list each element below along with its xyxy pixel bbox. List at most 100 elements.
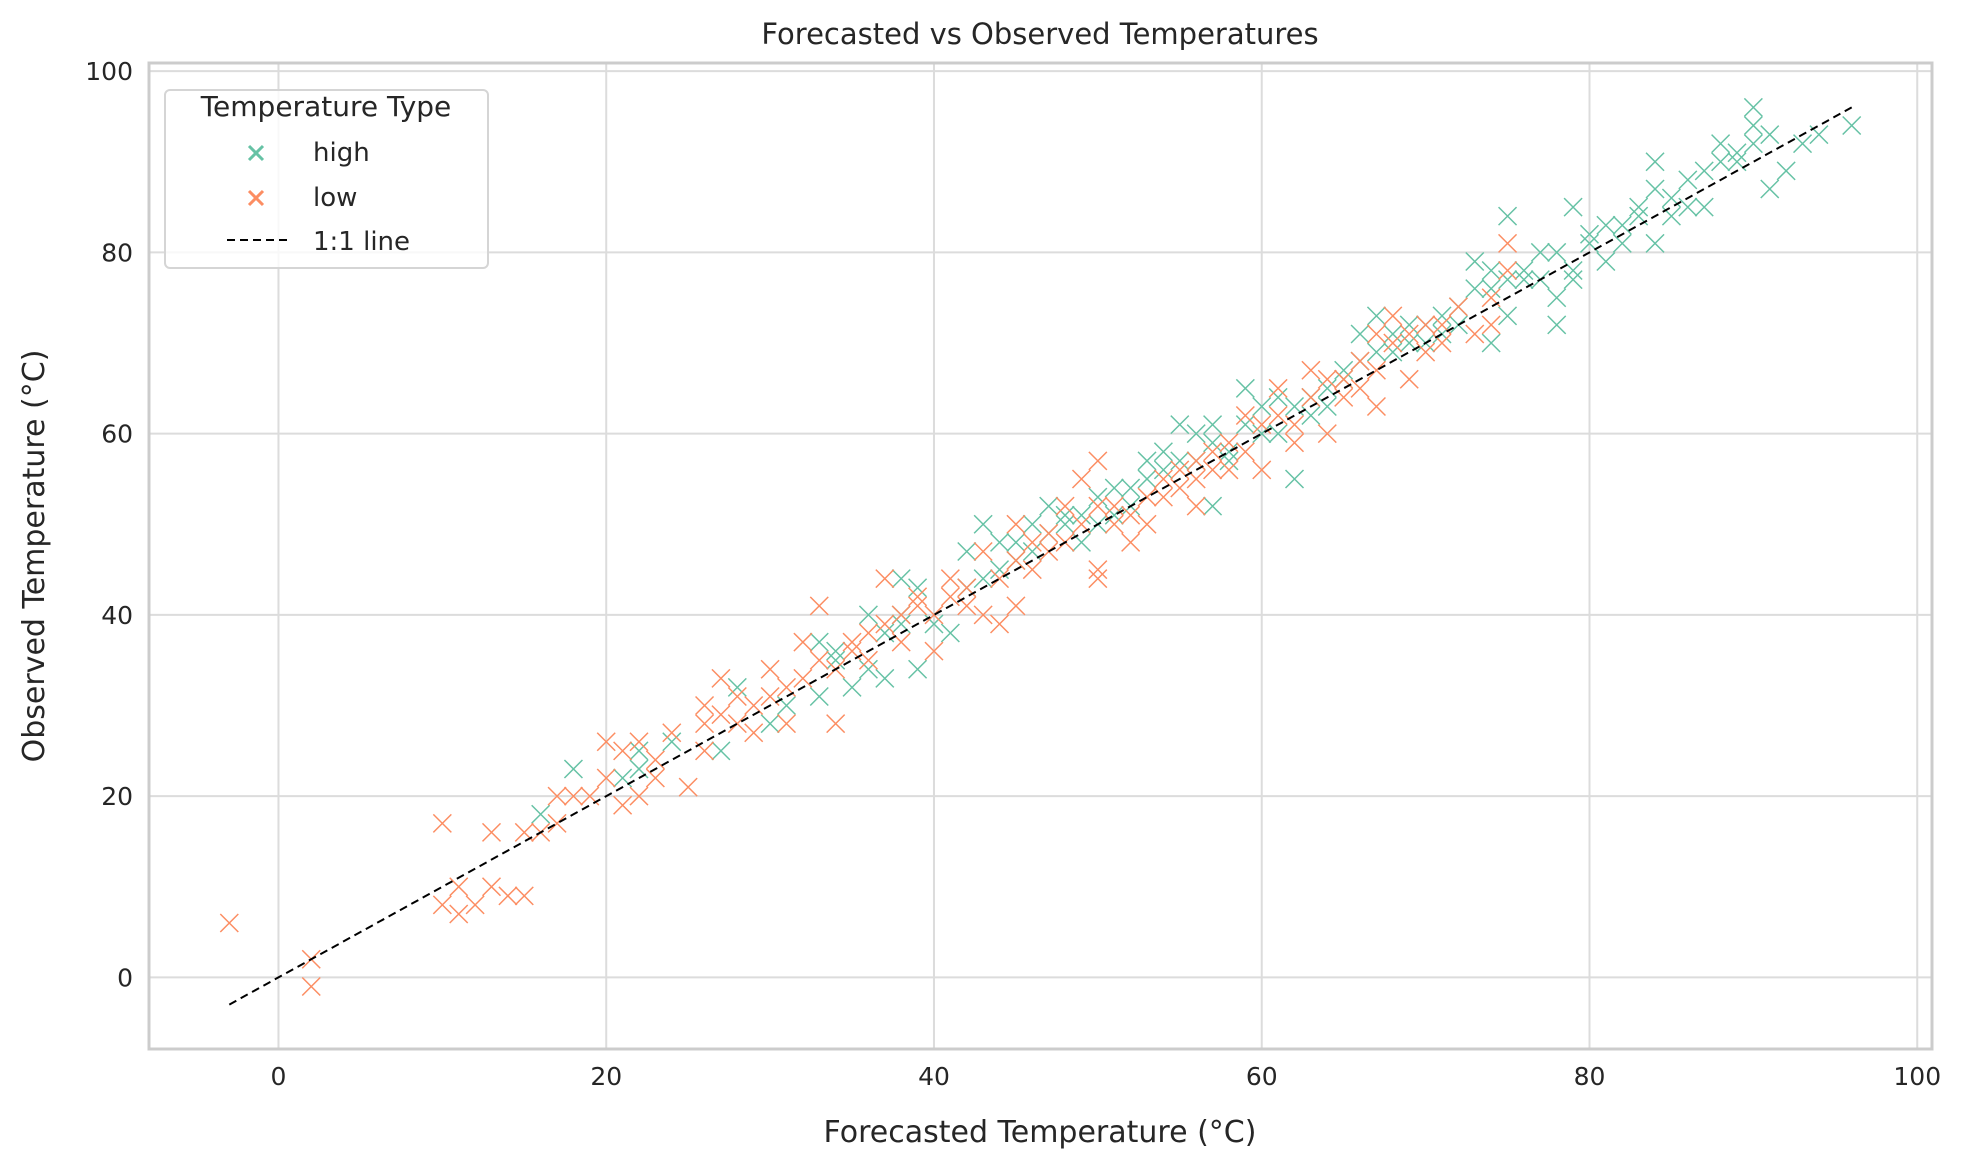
point-high	[1383, 324, 1403, 344]
point-high	[809, 632, 829, 652]
point-high	[875, 668, 895, 688]
point-high	[1121, 478, 1141, 498]
point-low	[481, 822, 502, 842]
point-high	[1743, 116, 1763, 136]
point-high	[1137, 451, 1157, 471]
point-high	[1219, 442, 1239, 462]
point-high	[1776, 161, 1796, 181]
point-low	[432, 895, 452, 915]
point-high	[1743, 134, 1763, 154]
point-high	[1350, 324, 1370, 344]
legend-title: Temperature Type	[200, 90, 452, 123]
x-tick-label: 100	[1893, 1062, 1941, 1091]
point-high	[1547, 315, 1567, 335]
point-low	[711, 668, 731, 688]
point-low	[1088, 496, 1108, 516]
point-high	[1694, 197, 1714, 217]
point-high	[957, 541, 977, 561]
point-high	[1153, 442, 1173, 462]
point-low	[1498, 261, 1518, 281]
point-low	[1416, 342, 1436, 362]
point-low	[826, 714, 846, 734]
point-low	[1022, 532, 1042, 552]
point-high	[1366, 306, 1386, 326]
point-low	[1203, 442, 1223, 462]
point-high	[1317, 396, 1337, 416]
point-low	[842, 632, 862, 652]
point-low	[793, 668, 813, 688]
point-low	[809, 650, 829, 670]
point-high	[1612, 215, 1632, 235]
point-high	[1006, 532, 1026, 552]
point-low	[695, 714, 715, 734]
y-tick-label: 20	[101, 782, 133, 811]
point-low	[924, 605, 944, 625]
point-high	[1498, 306, 1518, 326]
legend-label-high: high	[313, 138, 370, 168]
point-low	[1366, 396, 1386, 416]
point-low	[908, 596, 928, 616]
point-low	[1399, 324, 1419, 344]
point-low	[1498, 233, 1518, 253]
point-high	[1252, 424, 1272, 444]
point-high	[1186, 424, 1206, 444]
point-high	[1563, 197, 1583, 217]
point-low	[563, 786, 583, 806]
point-low	[891, 605, 911, 625]
point-high	[1481, 333, 1501, 353]
point-low	[1088, 451, 1108, 471]
point-low	[662, 723, 682, 743]
point-low	[645, 750, 665, 770]
legend-item-low: low	[247, 183, 357, 213]
point-low	[809, 596, 829, 616]
legend-marker-low	[247, 189, 265, 207]
point-low	[989, 614, 1010, 634]
point-low	[711, 705, 731, 725]
point-high	[1842, 116, 1862, 136]
y-tick-label: 60	[101, 420, 133, 449]
plot-frame	[147, 61, 1934, 1051]
point-high	[1760, 125, 1780, 145]
point-high	[531, 804, 551, 824]
point-low	[1055, 496, 1075, 516]
point-low	[1481, 315, 1501, 335]
point-low	[858, 623, 878, 643]
point-high	[940, 623, 960, 643]
legend-marker-high	[247, 144, 265, 162]
point-high	[1268, 424, 1288, 444]
y-tick-label: 0	[117, 963, 133, 992]
point-high	[1137, 469, 1157, 489]
point-high	[1678, 170, 1698, 190]
point-high	[1203, 415, 1223, 435]
legend: Temperature Type high low 1:1 line	[164, 89, 489, 269]
point-high	[1170, 415, 1190, 435]
point-high	[858, 605, 878, 625]
point-high	[760, 714, 780, 734]
point-high	[1432, 306, 1452, 326]
point-high	[1743, 97, 1763, 117]
point-low	[1235, 442, 1255, 462]
y-tick-label: 80	[101, 238, 133, 267]
point-low	[629, 732, 649, 752]
point-high	[1399, 315, 1419, 335]
point-low	[1366, 324, 1386, 344]
point-low	[744, 723, 764, 743]
point-high	[1563, 270, 1583, 290]
point-high	[1465, 251, 1485, 271]
point-low	[727, 714, 747, 734]
point-low	[858, 650, 878, 670]
point-low	[1203, 460, 1223, 480]
point-high	[1498, 270, 1518, 290]
point-low	[1137, 487, 1157, 507]
point-low	[596, 768, 616, 788]
point-low	[498, 886, 518, 906]
point-high	[727, 677, 747, 697]
point-high	[1579, 224, 1600, 244]
point-high	[891, 569, 911, 589]
point-low	[645, 768, 665, 788]
legend-label-reference: 1:1 line	[313, 227, 410, 257]
point-high	[973, 569, 993, 589]
point-high	[1055, 514, 1075, 534]
point-low	[1268, 378, 1288, 398]
